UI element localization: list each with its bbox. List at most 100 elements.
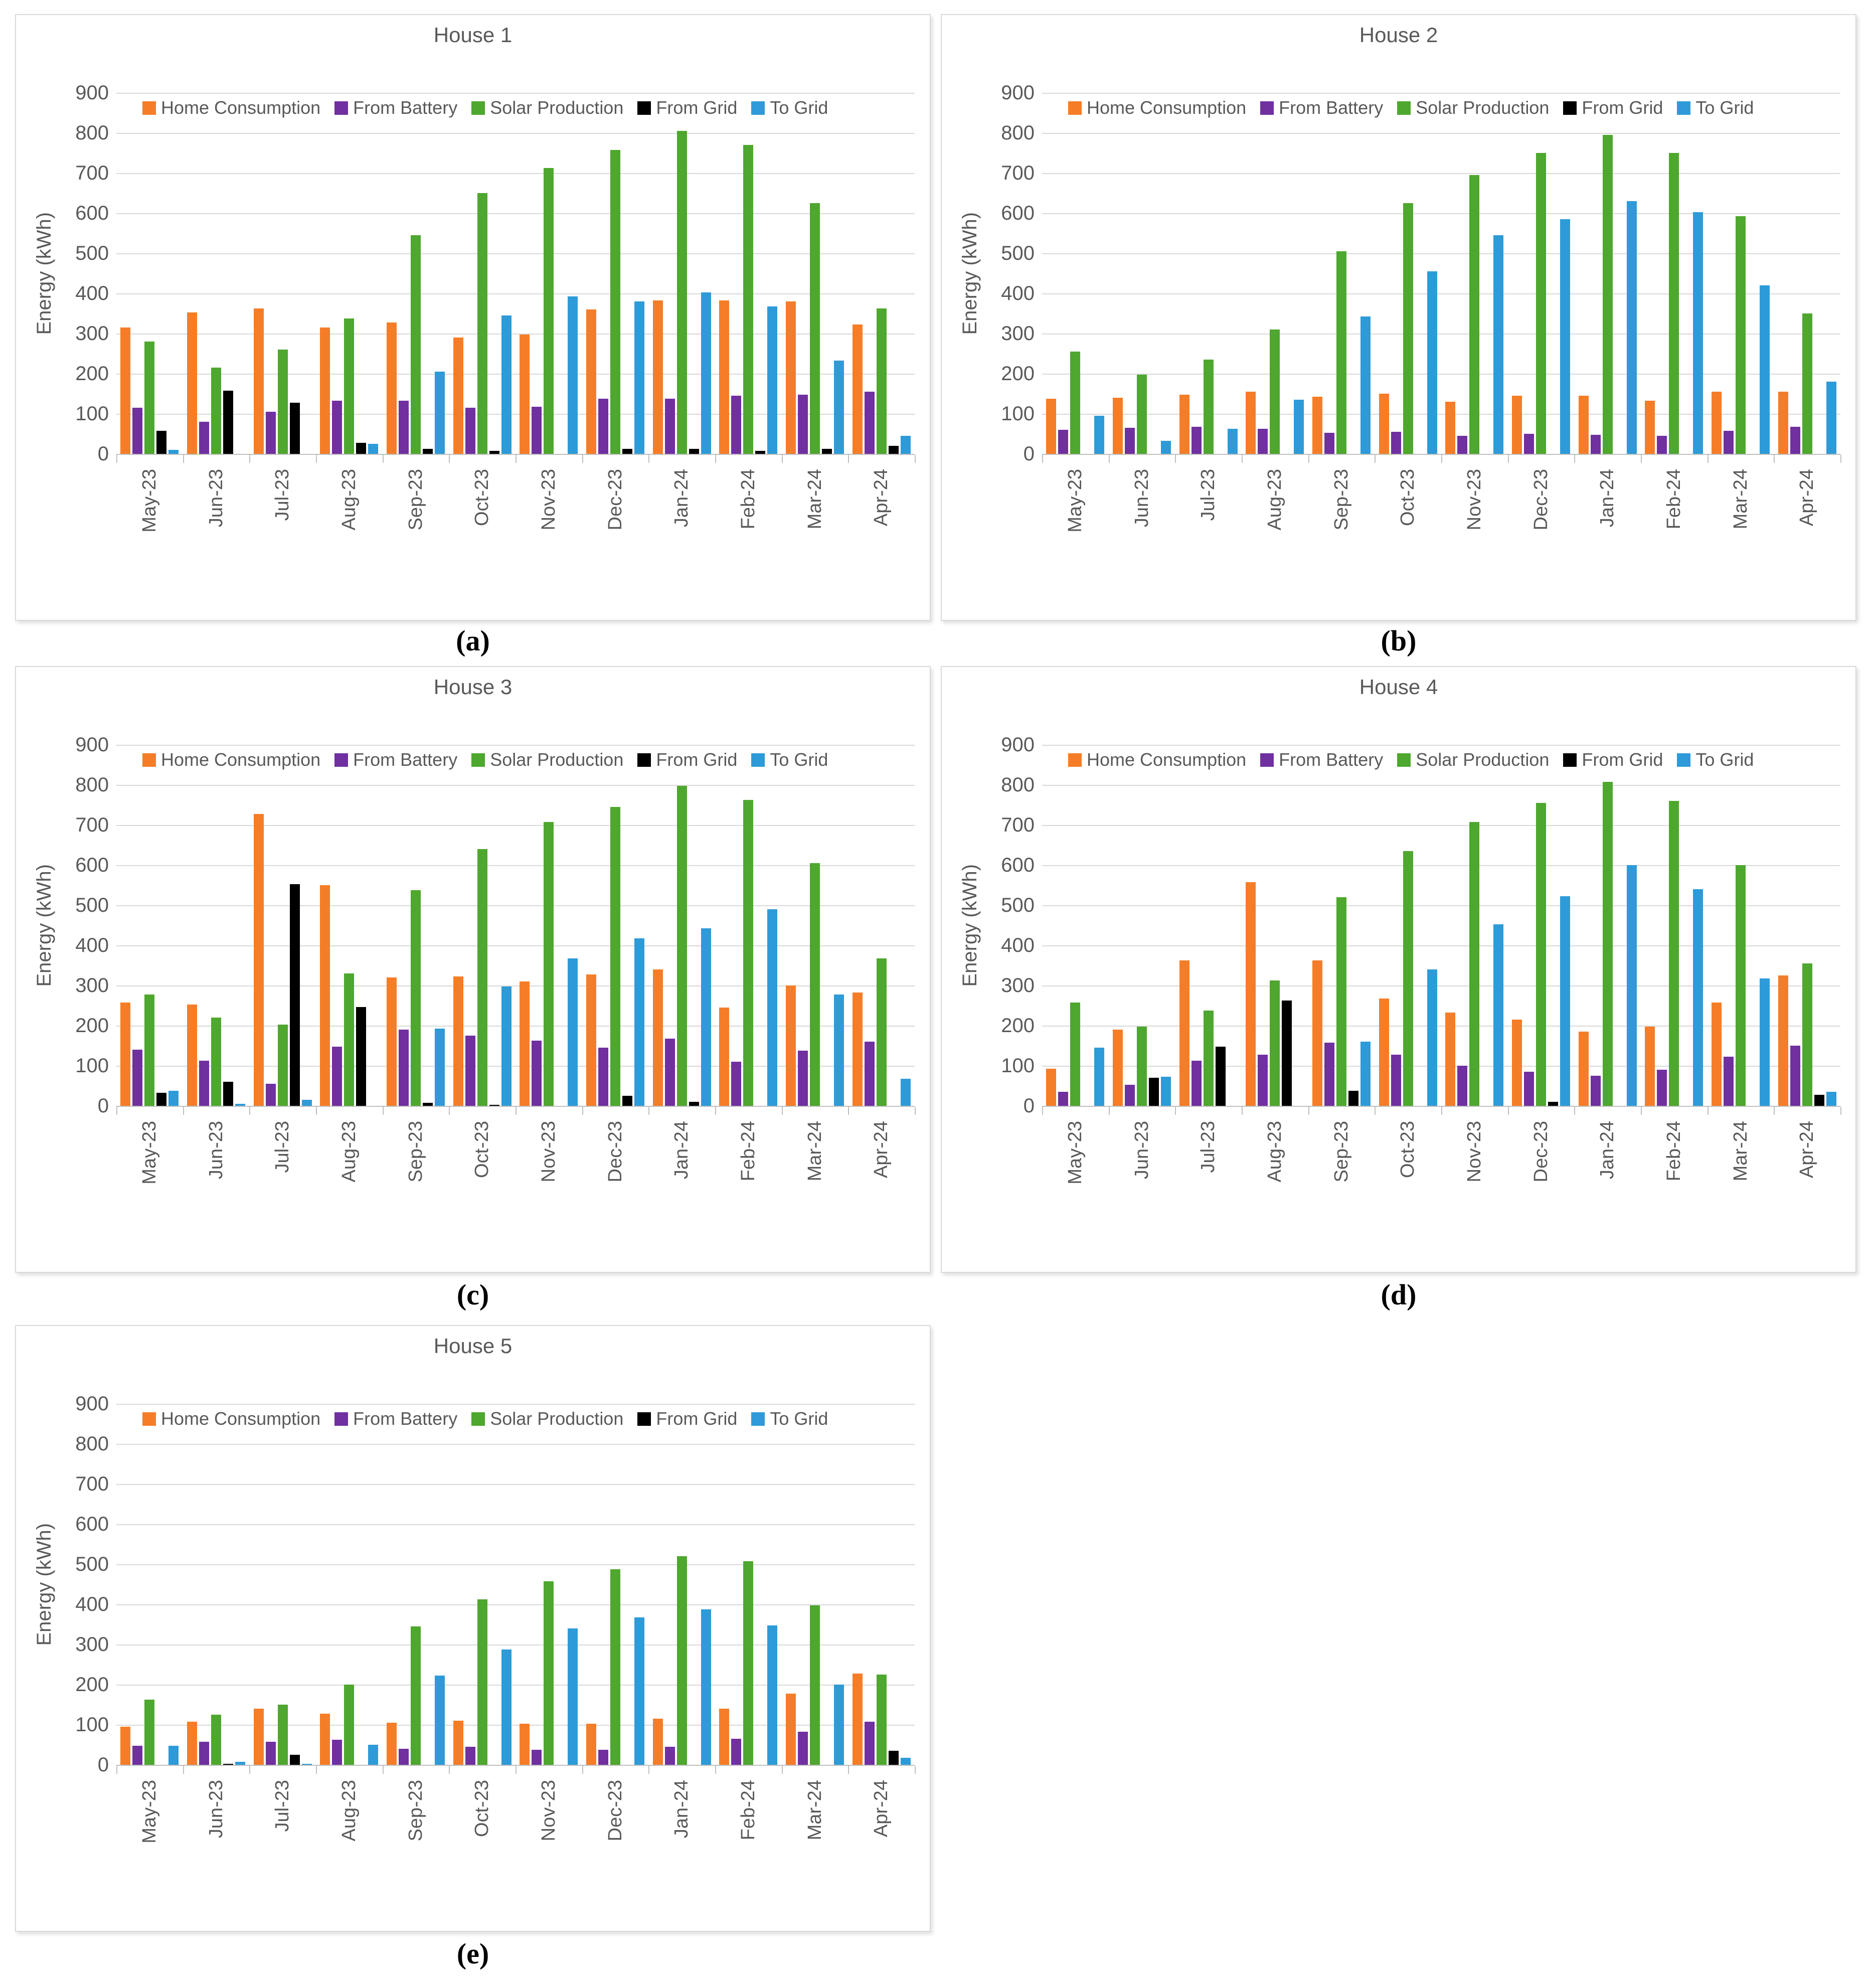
bar-group — [116, 1404, 183, 1765]
x-label-cell: Oct-23 — [449, 1780, 516, 1910]
bar-to-grid — [1826, 382, 1836, 454]
x-label-cell: Feb-24 — [1641, 469, 1708, 599]
bar-home-consumption — [586, 974, 597, 1106]
bar-from-battery — [265, 1741, 276, 1765]
bar-to-grid — [1094, 1048, 1105, 1106]
x-axis-tick — [384, 455, 450, 463]
bar-from-grid — [888, 446, 899, 454]
bar-solar-production — [610, 1569, 621, 1765]
bar-home-consumption — [652, 300, 663, 454]
x-label-cell: Jul-23 — [1175, 469, 1242, 599]
bar-from-grid — [1149, 1078, 1159, 1106]
x-axis-tick — [783, 1107, 849, 1115]
x-tick-label: Jan-24 — [671, 1121, 693, 1180]
bar-from-battery — [1391, 432, 1401, 454]
legend-swatch-from-grid — [637, 753, 651, 767]
x-label-cell: Apr-24 — [848, 1780, 915, 1910]
gridline — [1042, 414, 1840, 415]
bar-from-battery — [664, 398, 675, 454]
subfigure-label-c: (c) — [456, 1278, 489, 1311]
bar-from-battery — [332, 1047, 343, 1106]
bar-from-battery — [399, 400, 409, 454]
bar-group — [848, 745, 915, 1106]
x-label-cell: Feb-24 — [715, 1121, 782, 1251]
legend-item: Solar Production — [471, 97, 623, 118]
x-tick-label: Mar-24 — [804, 469, 825, 530]
bar-from-battery — [1125, 428, 1135, 454]
bar-from-battery — [132, 408, 143, 454]
bar-solar-production — [1137, 375, 1147, 454]
x-tick-label: May-23 — [138, 469, 160, 533]
x-label-cell: Sep-23 — [383, 1780, 449, 1910]
bar-from-battery — [1324, 1043, 1335, 1106]
bar-from-battery — [798, 1050, 808, 1106]
x-tick-label: Jun-23 — [1131, 469, 1152, 528]
bar-home-consumption — [1046, 398, 1057, 454]
bar-groups — [116, 745, 915, 1106]
y-tick-label: 300 — [75, 322, 109, 345]
chart-title: House 5 — [433, 1334, 513, 1358]
bar-home-consumption — [1379, 394, 1389, 454]
bar-from-battery — [731, 396, 742, 454]
legend-item: Solar Production — [1397, 749, 1549, 770]
bar-to-grid — [1161, 1077, 1171, 1106]
bar-from-battery — [731, 1739, 742, 1765]
x-axis-tick — [1376, 1107, 1443, 1115]
legend-label: From Battery — [353, 749, 458, 770]
bar-home-consumption — [1512, 1020, 1522, 1106]
bar-home-consumption — [1179, 960, 1189, 1106]
legend-swatch-solar-production — [471, 1412, 485, 1426]
x-tick-label: Jul-23 — [272, 1780, 293, 1832]
y-tick-label: 300 — [1001, 322, 1035, 345]
x-axis-tick — [1110, 1107, 1176, 1115]
x-tick-label: Nov-23 — [538, 469, 559, 531]
legend-swatch-to-grid — [751, 753, 765, 767]
legend-swatch-solar-production — [1397, 101, 1411, 115]
bar-from-grid — [423, 1102, 433, 1106]
bar-home-consumption — [1312, 396, 1323, 454]
legend-item: From Battery — [1260, 749, 1383, 770]
x-label-cell: Nov-23 — [516, 469, 582, 599]
x-label-cell: Jul-23 — [249, 1121, 316, 1251]
x-axis-tick — [1575, 1107, 1642, 1115]
bar-home-consumption — [320, 1713, 330, 1765]
x-axis-tick — [649, 1766, 717, 1774]
x-tick-label: Jul-23 — [272, 1121, 293, 1173]
bar-from-battery — [1457, 1066, 1468, 1106]
bar-from-battery — [1058, 430, 1069, 454]
x-tick-label: Aug-23 — [338, 1780, 360, 1842]
x-tick-label: Feb-24 — [737, 1780, 759, 1841]
bar-solar-production — [477, 1599, 487, 1765]
y-tick-label: 600 — [75, 1513, 109, 1535]
x-axis-tick — [517, 1766, 583, 1774]
x-tick-label: Jul-23 — [272, 469, 293, 521]
x-label-cell: Oct-23 — [449, 469, 516, 599]
bar-home-consumption — [253, 1709, 264, 1765]
x-label-cell: Aug-23 — [316, 1780, 383, 1910]
legend-label: From Grid — [1582, 749, 1663, 770]
y-axis-title-text: Energy (kWh) — [33, 212, 55, 335]
bar-from-grid — [689, 449, 699, 454]
x-label-cell: Jun-23 — [1109, 469, 1175, 599]
bar-group — [582, 1404, 649, 1765]
x-label-cell: Dec-23 — [582, 1121, 649, 1251]
x-tick-label: Dec-23 — [604, 1121, 626, 1183]
y-tick-label: 800 — [75, 1433, 109, 1455]
x-tick-label: Oct-23 — [1397, 469, 1419, 527]
x-tick-label: Apr-24 — [1796, 1121, 1818, 1179]
bar-home-consumption — [1778, 975, 1788, 1106]
bar-group — [516, 1404, 582, 1765]
bar-solar-production — [1070, 1002, 1081, 1106]
subfigure-label-d: (d) — [1381, 1278, 1417, 1311]
chart-house-1: House 1 Energy (kWh) 0 100 200 300 400 500 600 70… — [15, 14, 931, 621]
bar-solar-production — [144, 342, 155, 454]
legend-label: From Battery — [1279, 749, 1384, 770]
chart-house-4: House 4 Energy (kWh) 0 100 200 300 400 500 600 70… — [941, 666, 1856, 1273]
bar-from-battery — [1590, 1076, 1601, 1106]
bar-solar-production — [743, 800, 754, 1106]
legend-label: Solar Production — [490, 749, 624, 770]
bar-solar-production — [1336, 251, 1347, 454]
x-tick-label: May-23 — [138, 1121, 160, 1185]
bar-solar-production — [277, 1705, 288, 1765]
x-tick-label: Mar-24 — [1730, 1121, 1751, 1182]
